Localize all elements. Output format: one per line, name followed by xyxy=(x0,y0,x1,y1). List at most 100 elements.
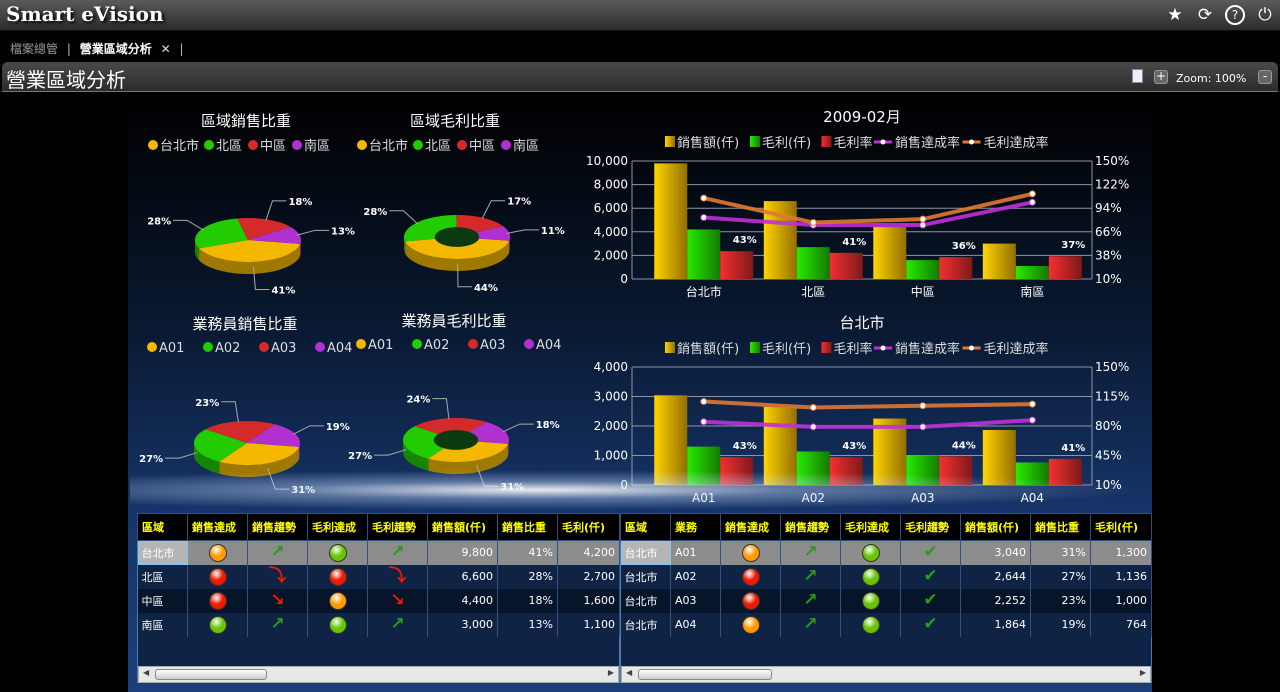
donut-hole xyxy=(434,227,480,247)
legend-label: 台北市 xyxy=(369,138,408,154)
trend-cell: ↗ xyxy=(247,612,308,637)
x-tick-label: 北區 xyxy=(801,285,825,299)
y-tick-label: 8,000 xyxy=(594,178,628,192)
pie-slice-side xyxy=(403,440,429,471)
trend-check-up-icon: ✔ xyxy=(923,614,938,634)
trend-cell: ⤵ xyxy=(367,564,428,589)
y-tick-label: 6,000 xyxy=(594,201,628,215)
legend-swatch xyxy=(750,136,760,147)
column-header[interactable]: 毛利達成 xyxy=(840,513,901,541)
status-cell xyxy=(840,540,901,565)
legend-swatch xyxy=(821,342,832,353)
column-header[interactable]: 銷售比重 xyxy=(1030,513,1091,541)
close-icon[interactable]: ✕ xyxy=(160,42,171,56)
trend-check-up-icon: ✔ xyxy=(923,566,938,586)
pie-leader-line xyxy=(296,229,330,236)
zoom-out-button[interactable]: - xyxy=(1258,70,1272,84)
legend-label: 銷售達成率 xyxy=(895,135,960,151)
column-header[interactable]: 毛利趨勢 xyxy=(367,513,428,541)
table-row[interactable]: 台北市 A01 ↗ ✔ 3,040 31% 1,300 xyxy=(620,540,1152,565)
pie-slice-南區 xyxy=(248,226,301,244)
tab-region-analysis[interactable]: 營業區域分析 xyxy=(79,42,152,56)
trend-peak-down-icon: ⤵ xyxy=(389,566,406,586)
bar-毛利(仟) xyxy=(796,247,830,279)
column-header[interactable]: 業務 xyxy=(670,513,721,541)
document-icon[interactable] xyxy=(1132,69,1143,83)
column-header[interactable]: 銷售比重 xyxy=(497,513,558,541)
bar-data-label: 41% xyxy=(1061,443,1085,454)
table-row[interactable]: 台北市 A04 ↗ ✔ 1,864 19% 764 xyxy=(620,612,1152,637)
pie-value-label: 11% xyxy=(541,226,565,237)
table-row[interactable]: 中區 ↘ ↘ 4,400 18% 1,600 xyxy=(137,588,620,613)
column-header[interactable]: 毛利趨勢 xyxy=(900,513,961,541)
table-row[interactable]: 台北市 A02 ↗ ✔ 2,644 27% 1,136 xyxy=(620,564,1152,589)
table-cell: 9,800 xyxy=(427,540,498,565)
legend-dot xyxy=(248,140,258,150)
status-light-orange-icon xyxy=(741,543,760,562)
legend-label: A01 xyxy=(159,341,184,356)
legend-marker xyxy=(969,139,974,145)
power-icon[interactable]: ⏻ xyxy=(1258,5,1272,25)
column-header[interactable]: 區域 xyxy=(137,513,188,541)
trend-cell: ↗ xyxy=(780,588,841,613)
column-header[interactable]: 毛利(仟) xyxy=(1090,513,1152,541)
scrollbar-thumb[interactable] xyxy=(638,669,772,680)
scrollbar-thumb[interactable] xyxy=(155,669,267,680)
y2-tick-label: 122% xyxy=(1095,178,1129,192)
legend-dot xyxy=(292,140,302,150)
bar-data-label: 36% xyxy=(952,241,976,252)
region-table-scrollbar[interactable]: ◀ ▶ xyxy=(138,666,619,683)
column-header[interactable]: 毛利達成 xyxy=(307,513,368,541)
scroll-right-icon[interactable]: ▶ xyxy=(607,668,614,677)
column-header[interactable]: 銷售額(仟) xyxy=(960,513,1031,541)
table-cell: 6,600 xyxy=(427,564,498,589)
table-cell: 28% xyxy=(497,564,558,589)
y2-tick-label: 38% xyxy=(1095,248,1122,262)
column-header[interactable]: 銷售趨勢 xyxy=(247,513,308,541)
tab-separator: | xyxy=(66,42,71,56)
column-header[interactable]: 銷售額(仟) xyxy=(427,513,498,541)
pie-value-label: 18% xyxy=(288,197,312,208)
zoom-in-button[interactable]: + xyxy=(1154,69,1168,84)
legend-label: 中區 xyxy=(260,139,286,154)
column-header[interactable]: 銷售趨勢 xyxy=(780,513,841,541)
column-header[interactable]: 銷售達成 xyxy=(187,513,248,541)
x-tick-label: 台北市 xyxy=(686,284,722,299)
column-header[interactable]: 銷售達成 xyxy=(720,513,781,541)
line-marker xyxy=(809,423,817,431)
pie-slice-side xyxy=(509,237,510,253)
refresh-icon[interactable]: ⟳ xyxy=(1197,5,1213,25)
table-row[interactable]: 北區 ⤵ ⤵ 6,600 28% 2,700 xyxy=(137,564,620,589)
pie-slice-A03 xyxy=(414,418,487,440)
tab-file-manager[interactable]: 檔案總管 xyxy=(10,42,59,56)
bar-毛利(仟) xyxy=(906,260,940,279)
scroll-right-icon[interactable]: ▶ xyxy=(1139,668,1146,677)
app-header: Smart eVision ★ ⟳ ? ⏻ xyxy=(0,0,1280,31)
table-cell: 4,400 xyxy=(427,588,498,613)
status-light-orange-icon xyxy=(741,615,760,634)
pie-leader-line xyxy=(165,452,198,459)
column-header[interactable]: 區域 xyxy=(620,513,671,541)
line-毛利達成率 xyxy=(703,191,1033,225)
bar-毛利(仟) xyxy=(1015,266,1049,279)
pie-leader-line xyxy=(389,210,419,225)
table-row[interactable]: 南區 ↗ ↗ 3,000 13% 1,100 xyxy=(137,612,620,637)
legend-label: A04 xyxy=(327,341,352,356)
scroll-left-icon[interactable]: ◀ xyxy=(143,668,150,677)
trend-peak-down-icon: ⤵ xyxy=(269,566,286,586)
trend-cell: ✔ xyxy=(900,612,961,637)
help-icon[interactable]: ? xyxy=(1225,5,1245,25)
bar-data-label: 43% xyxy=(733,235,757,246)
legend-label: 銷售額(仟) xyxy=(677,135,739,151)
salesrep-table-scrollbar[interactable]: ◀ ▶ xyxy=(621,666,1151,683)
pie-slice-A02 xyxy=(403,426,456,459)
column-header[interactable]: 毛利(仟) xyxy=(557,513,620,541)
star-icon[interactable]: ★ xyxy=(1167,5,1183,25)
table-row[interactable]: 台北市 ↗ ↗ 9,800 41% 4,200 xyxy=(137,540,620,565)
scroll-left-icon[interactable]: ◀ xyxy=(626,668,633,677)
tab-bar: 檔案總管 | 營業區域分析 ✕ | xyxy=(0,31,1280,61)
y-tick-label: 0 xyxy=(620,272,628,286)
table-row[interactable]: 台北市 A03 ↗ ✔ 2,252 23% 1,000 xyxy=(620,588,1152,613)
pie-slice-北區 xyxy=(195,218,248,249)
